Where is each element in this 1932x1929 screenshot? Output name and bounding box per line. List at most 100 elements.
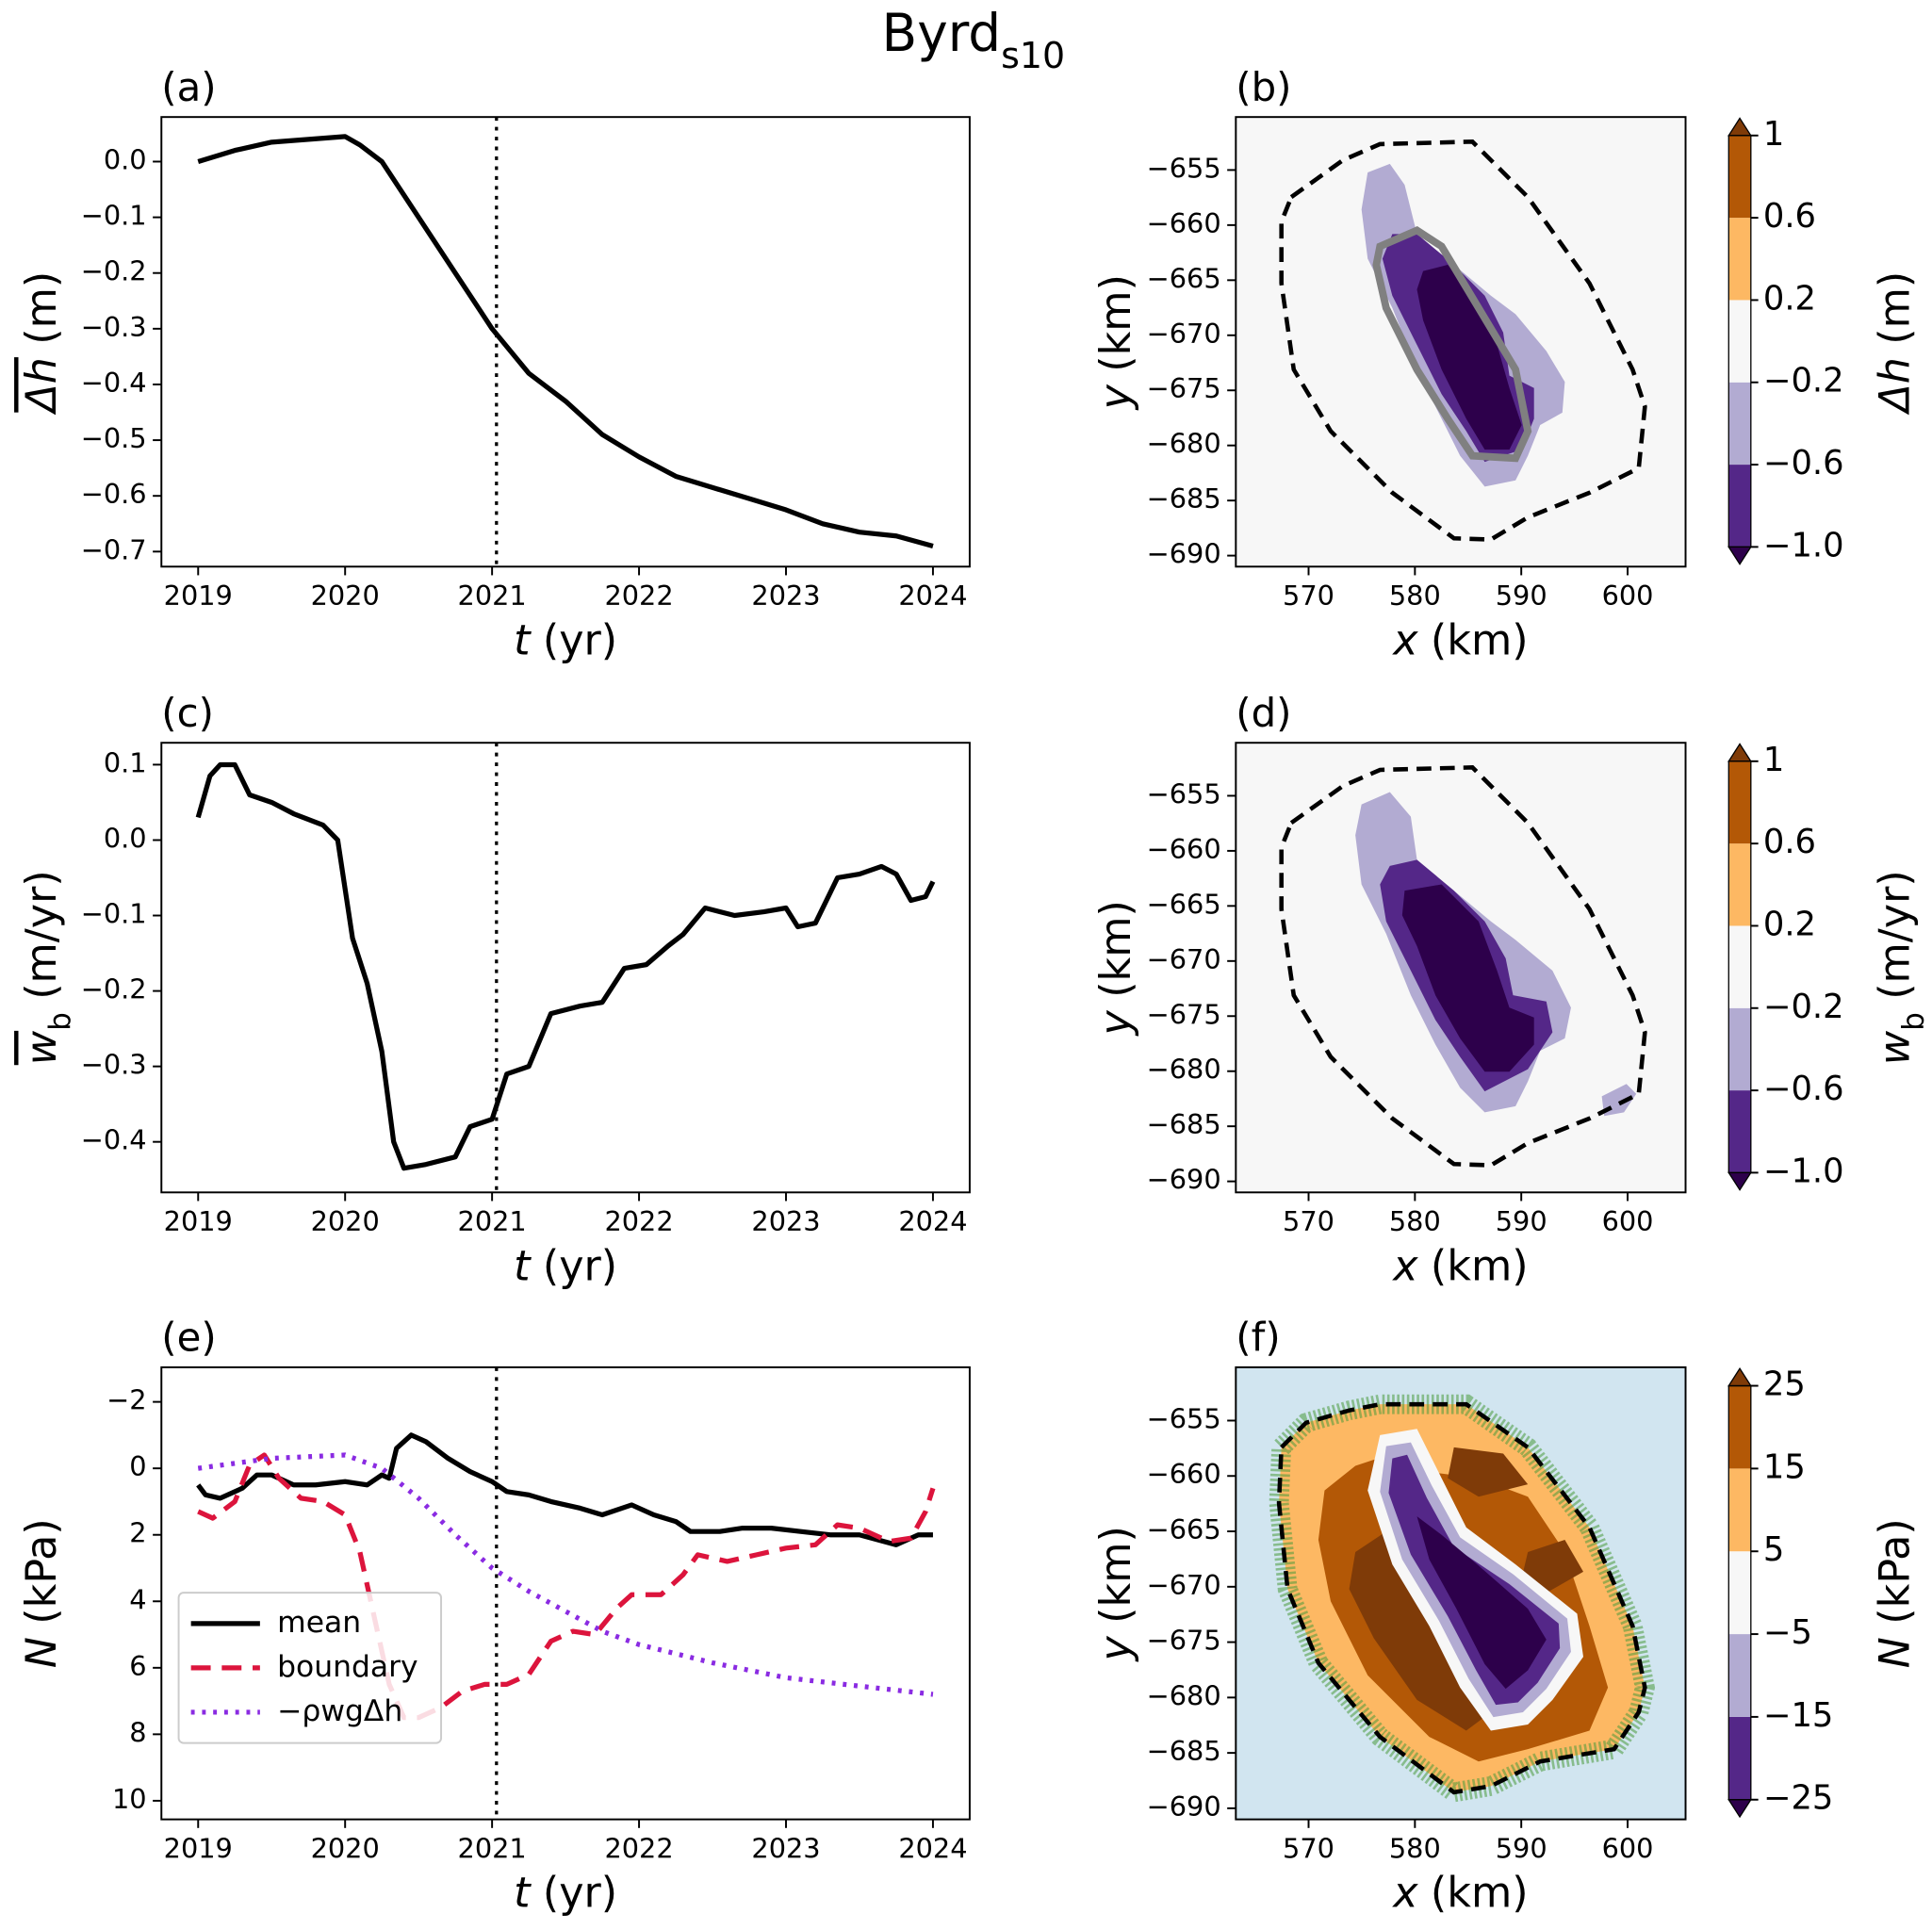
colorbar-tick-label: 1 <box>1763 115 1784 154</box>
colorbar-extend <box>1727 546 1753 565</box>
y-tick-label: 0.0 <box>104 143 147 175</box>
y-tick-label: −0.7 <box>81 533 147 565</box>
y-tick-label: −0.2 <box>81 255 147 287</box>
panel-label: (e) <box>161 1315 216 1361</box>
colorbar-extend <box>1727 1799 1753 1819</box>
data-line <box>197 1452 934 1697</box>
y-tick-label: −665 <box>1147 888 1221 920</box>
data-line <box>197 134 934 548</box>
y-tick-label: 0 <box>129 1450 146 1482</box>
y-tick-label: 0.0 <box>104 822 147 854</box>
colorbar-tick-label: 0.6 <box>1763 823 1816 861</box>
y-tick-label: −680 <box>1147 428 1221 460</box>
axes-frame <box>160 1365 971 1821</box>
x-tick-label: 2022 <box>604 580 673 612</box>
x-tick-label: 2023 <box>751 1832 820 1864</box>
colorbar-extend <box>1727 743 1753 762</box>
x-axis-label-unit: (yr) <box>543 1242 617 1290</box>
y-tick-label: −660 <box>1147 1458 1221 1490</box>
y-tick-label: −655 <box>1147 777 1221 809</box>
y-tick-label: −0.4 <box>81 367 147 399</box>
y-tick-label: −665 <box>1147 1513 1221 1545</box>
colorbar-tick-label: 1 <box>1763 741 1784 779</box>
axes-frame <box>160 116 971 568</box>
y-tick-label: −660 <box>1147 833 1221 865</box>
legend-label: boundary <box>277 1650 418 1684</box>
y-tick-label: −670 <box>1147 1569 1221 1601</box>
y-tick-label: 0.1 <box>104 746 147 778</box>
x-axis-label-symbol: x <box>1391 616 1418 664</box>
y-axis-label: N (kPa) <box>18 1518 66 1668</box>
x-tick-label: 2021 <box>458 1205 527 1237</box>
colorbar-tick-label: −25 <box>1763 1779 1833 1818</box>
colorbar-segment <box>1728 1468 1751 1552</box>
y-tick-label: −0.3 <box>81 1049 147 1081</box>
x-axis-label-symbol: x <box>1391 1870 1418 1918</box>
data-line <box>196 1432 933 1547</box>
panel-label: (c) <box>161 690 214 736</box>
y-axis-label-symbol: N <box>18 1637 66 1668</box>
lake-outline <box>1276 1401 1647 1795</box>
y-tick-label: −670 <box>1147 318 1221 350</box>
colorbar-tick-label: −15 <box>1763 1696 1833 1735</box>
panel-label: (f) <box>1236 1315 1280 1361</box>
colorbar-segment <box>1728 1090 1751 1173</box>
y-tick-label: −675 <box>1147 1625 1221 1657</box>
x-tick-label: 600 <box>1602 580 1654 612</box>
contour-region <box>1448 1447 1529 1497</box>
colorbar-label: Δh (m) <box>1871 271 1919 416</box>
data-line <box>195 761 936 1171</box>
title-main: Byrd <box>882 3 1002 63</box>
colorbar-segment <box>1728 843 1751 926</box>
contour-region <box>1416 1516 1547 1690</box>
x-axis-label-symbol: x <box>1391 1242 1418 1290</box>
x-axis-label-symbol: t <box>514 1870 532 1918</box>
colorbar-segment <box>1728 925 1751 1008</box>
figure-title: Byrds10 <box>882 3 1066 75</box>
colorbar-label: N (kPa) <box>1871 1518 1919 1668</box>
colorbar-label-symbol: N <box>1871 1637 1919 1668</box>
legend-box <box>177 1592 443 1744</box>
x-tick-label: 580 <box>1389 1832 1441 1864</box>
y-tick-label: −2 <box>106 1384 146 1416</box>
x-axis-label-unit: (yr) <box>543 616 617 664</box>
panel-label: (a) <box>161 64 216 110</box>
colorbar-segment <box>1728 382 1751 466</box>
axes-frame <box>1235 742 1687 1194</box>
y-tick-label: −670 <box>1147 943 1221 975</box>
data-line <box>197 1452 936 1721</box>
x-axis-label: x (km) <box>1391 616 1528 664</box>
y-tick-label: −655 <box>1147 152 1221 184</box>
x-axis-label: t (yr) <box>514 1870 617 1918</box>
y-tick-label: −690 <box>1147 538 1221 570</box>
x-axis-label-symbol: t <box>514 616 532 664</box>
y-tick-label: −660 <box>1147 207 1221 239</box>
y-axis-label: y (km) <box>1092 1526 1140 1662</box>
colorbar-tick-label: 5 <box>1763 1530 1784 1569</box>
y-axis-label: y (km) <box>1092 900 1140 1037</box>
axes-frame <box>1235 1365 1687 1821</box>
y-tick-label: −655 <box>1147 1402 1221 1434</box>
legend-label: mean <box>277 1606 361 1640</box>
colorbar-tick-label: 25 <box>1763 1365 1806 1404</box>
x-axis-label: t (yr) <box>514 616 617 664</box>
colorbar-tick-label: −1.0 <box>1763 526 1844 564</box>
x-axis-label-symbol: t <box>514 1242 532 1290</box>
colorbar-segment <box>1728 465 1751 548</box>
colorbar-label-subscript: b <box>1896 1012 1930 1031</box>
y-tick-label: −690 <box>1147 1790 1221 1823</box>
colorbar-segment <box>1728 135 1751 219</box>
axes-frame <box>160 742 971 1194</box>
colorbar-segment <box>1728 1007 1751 1091</box>
y-axis-label-unit: (kPa) <box>18 1518 66 1624</box>
y-tick-label: −0.1 <box>81 898 147 930</box>
x-tick-label: 2019 <box>164 1832 233 1864</box>
y-tick-label: −665 <box>1147 262 1221 294</box>
y-axis-label-subscript: b <box>43 1012 77 1031</box>
y-axis-label: Δh (m) <box>18 271 66 416</box>
x-tick-label: 2023 <box>751 580 820 612</box>
y-tick-label: −690 <box>1147 1164 1221 1196</box>
x-tick-label: 590 <box>1496 1832 1547 1864</box>
x-axis-label-unit: (yr) <box>543 1870 617 1918</box>
y-tick-label: −675 <box>1147 372 1221 404</box>
